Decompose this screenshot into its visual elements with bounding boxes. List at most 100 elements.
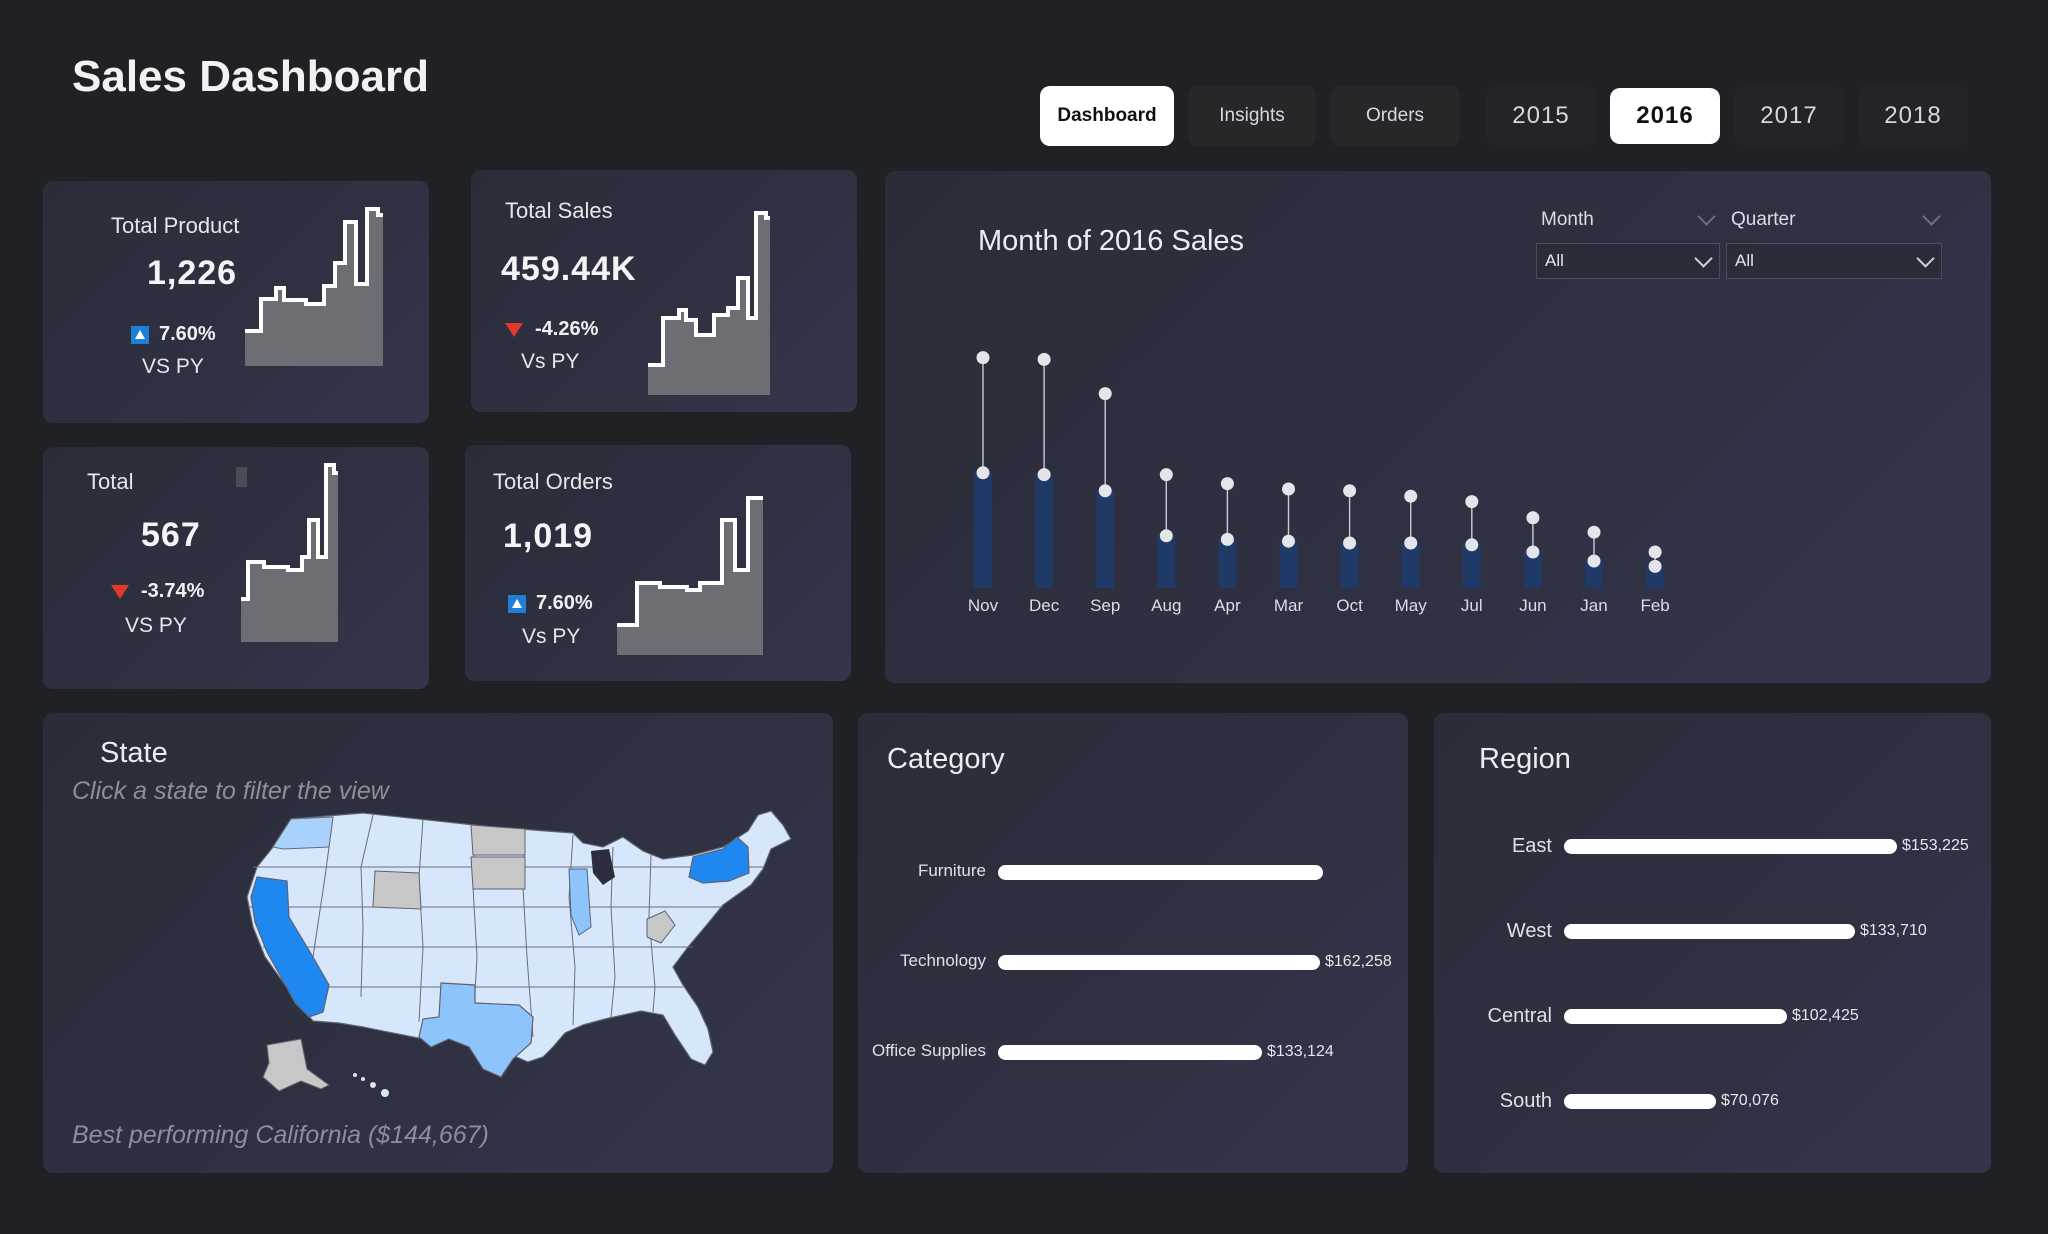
- state-wyoming[interactable]: [372, 870, 422, 910]
- bar-aug[interactable]: [1157, 535, 1176, 588]
- x-tick-label: Apr: [1214, 596, 1241, 615]
- state-west-virginia[interactable]: [646, 910, 676, 944]
- bar-east[interactable]: [1564, 839, 1897, 854]
- bar-south[interactable]: [1564, 1094, 1716, 1109]
- region-title: Region: [1479, 743, 1571, 775]
- x-tick-label: May: [1395, 596, 1428, 615]
- bar-may[interactable]: [1401, 543, 1420, 588]
- bar-dec[interactable]: [1035, 474, 1054, 588]
- month-filter-select[interactable]: All: [1536, 243, 1720, 279]
- point-jul[interactable]: [1465, 495, 1479, 509]
- kpi-total-sales-card[interactable]: Total Sales 459.44K -4.26% Vs PY: [471, 170, 857, 412]
- month-filter-value: All: [1545, 251, 1564, 270]
- state-washington[interactable]: [272, 816, 334, 850]
- point-prev-aug[interactable]: [1159, 529, 1173, 543]
- trend-down-icon: [111, 584, 129, 599]
- bar-central[interactable]: [1564, 1009, 1787, 1024]
- bar-apr[interactable]: [1218, 539, 1237, 588]
- x-tick-label: Dec: [1029, 596, 1060, 615]
- us-states-map[interactable]: [243, 807, 803, 1107]
- year-2018-button[interactable]: 2018: [1858, 86, 1968, 146]
- point-prev-sep[interactable]: [1098, 484, 1112, 498]
- category-title: Category: [887, 743, 1005, 775]
- bar-jan[interactable]: [1585, 561, 1603, 588]
- bar-jul[interactable]: [1462, 544, 1481, 588]
- bar-furniture[interactable]: [998, 865, 1323, 880]
- point-prev-feb[interactable]: [1648, 559, 1662, 573]
- kpi-delta: 7.60%: [508, 592, 593, 615]
- year-2017-button[interactable]: 2017: [1734, 86, 1844, 146]
- point-jan[interactable]: [1587, 525, 1601, 539]
- bar-value-label: $70,076: [1721, 1092, 1779, 1109]
- point-oct[interactable]: [1343, 484, 1357, 498]
- tab-insights[interactable]: Insights: [1188, 86, 1316, 146]
- bar-label: Central: [1487, 1005, 1552, 1027]
- point-prev-jul[interactable]: [1465, 538, 1479, 552]
- x-tick-label: Nov: [968, 596, 999, 615]
- bar-label: East: [1511, 835, 1552, 857]
- kpi-label: Total: [87, 469, 134, 494]
- quarter-filter-select[interactable]: All: [1726, 243, 1942, 279]
- state-hawaii[interactable]: [353, 1073, 389, 1097]
- bar-sep[interactable]: [1096, 490, 1115, 588]
- kpi-total-orders-card[interactable]: Total Orders 1,019 7.60% Vs PY: [465, 445, 851, 681]
- point-prev-dec[interactable]: [1037, 468, 1051, 482]
- point-prev-oct[interactable]: [1343, 536, 1357, 550]
- kpi-delta-value: -4.26%: [535, 318, 599, 340]
- state-texas[interactable]: [418, 982, 534, 1078]
- bar-jun[interactable]: [1523, 552, 1542, 588]
- bar-technology[interactable]: [998, 955, 1320, 970]
- bar-label: Office Supplies: [871, 1041, 986, 1060]
- bar-value-label: $133,124: [1267, 1043, 1334, 1060]
- month-filter-label: Month: [1541, 209, 1594, 230]
- state-illinois[interactable]: [568, 868, 592, 936]
- kpi-total-product-card[interactable]: Total Product 1,226 7.60% VS PY: [43, 181, 429, 423]
- kpi-total-card[interactable]: Total 567 -3.74% VS PY: [43, 447, 429, 689]
- point-prev-apr[interactable]: [1220, 532, 1234, 546]
- year-2015-button[interactable]: 2015: [1486, 86, 1596, 146]
- point-prev-mar[interactable]: [1282, 534, 1295, 548]
- point-apr[interactable]: [1220, 477, 1234, 491]
- kpi-delta-value: -3.74%: [141, 580, 205, 602]
- sparkline-chart: [648, 211, 770, 395]
- tab-dashboard[interactable]: Dashboard: [1040, 86, 1174, 146]
- point-mar[interactable]: [1282, 482, 1295, 496]
- point-sep[interactable]: [1098, 387, 1112, 401]
- kpi-label: Total Product: [111, 213, 240, 238]
- x-tick-label: Mar: [1274, 596, 1304, 615]
- point-nov[interactable]: [976, 351, 990, 365]
- point-feb[interactable]: [1648, 545, 1662, 559]
- monthly-sales-chart: Nov Dec Sep Aug Apr Mar Oct May Jul Jun Jan Feb: [968, 351, 1670, 615]
- bar-west[interactable]: [1564, 924, 1855, 939]
- sparkline-chart: [617, 496, 763, 655]
- bar-oct[interactable]: [1340, 543, 1359, 588]
- point-may[interactable]: [1404, 489, 1418, 503]
- category-panel: Category Furniture Technology $162,258 Offi…: [858, 713, 1408, 1173]
- bar-feb[interactable]: [1646, 566, 1665, 588]
- point-jun[interactable]: [1526, 511, 1540, 525]
- point-aug[interactable]: [1159, 468, 1173, 482]
- point-prev-jan[interactable]: [1587, 554, 1601, 568]
- point-prev-nov[interactable]: [976, 466, 990, 480]
- state-new-york[interactable]: [688, 836, 750, 884]
- year-2016-button[interactable]: 2016: [1610, 88, 1720, 144]
- region-panel: Region East $153,225 West $133,710 Central $1…: [1434, 713, 1991, 1173]
- state-alaska[interactable]: [262, 1038, 330, 1092]
- bar-mar[interactable]: [1279, 541, 1298, 588]
- x-tick-label: Aug: [1151, 596, 1181, 615]
- state-south-dakota[interactable]: [470, 856, 526, 890]
- state-north-dakota[interactable]: [470, 824, 526, 856]
- bar-nov[interactable]: [974, 472, 992, 588]
- point-prev-may[interactable]: [1404, 536, 1418, 550]
- point-dec[interactable]: [1037, 352, 1051, 366]
- point-prev-jun[interactable]: [1526, 545, 1540, 559]
- x-tick-label: Feb: [1640, 596, 1669, 615]
- kpi-vs-label: Vs PY: [521, 350, 580, 373]
- kpi-value: 1,226: [147, 254, 238, 292]
- tab-orders[interactable]: Orders: [1330, 86, 1460, 146]
- great-lakes: [591, 849, 615, 885]
- legend-swatch: [236, 467, 247, 487]
- bar-office-supplies[interactable]: [998, 1045, 1262, 1060]
- state-california[interactable]: [250, 876, 330, 1018]
- best-performing-note: Best performing California ($144,667): [72, 1121, 489, 1149]
